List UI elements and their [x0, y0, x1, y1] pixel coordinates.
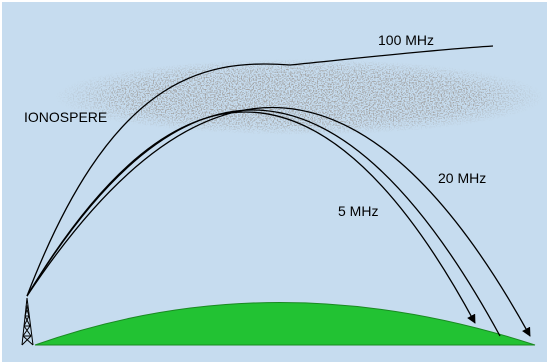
ray-inner: [26, 109, 501, 337]
ionosphere-band: [55, 59, 545, 135]
ray-20mhz: [26, 106, 531, 337]
radio-tower-icon: [21, 297, 34, 346]
label-20mhz: 20 MHz: [438, 170, 486, 186]
label-5mhz: 5 MHz: [338, 203, 378, 219]
ionosphere-label: IONOSPERE: [24, 109, 107, 125]
label-100mhz: 100 MHz: [378, 32, 434, 48]
earth-ground: [34, 302, 536, 346]
ray-5mhz: [26, 111, 476, 324]
ray-100mhz: [26, 45, 494, 297]
